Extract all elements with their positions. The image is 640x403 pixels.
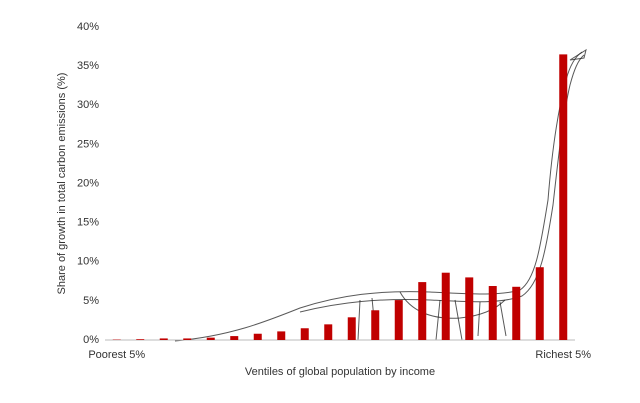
y-tick-label: 30% <box>77 99 99 111</box>
y-tick-label: 5% <box>83 295 99 307</box>
bar <box>300 328 309 340</box>
bar <box>253 333 262 340</box>
bar <box>230 336 239 340</box>
bar <box>512 286 521 340</box>
bar <box>136 339 145 340</box>
bar <box>394 300 403 340</box>
x-tick-label: Poorest 5% <box>88 349 145 361</box>
bar <box>183 338 192 340</box>
y-tick-label: 0% <box>83 334 99 346</box>
bar <box>465 277 474 340</box>
y-tick-label: 10% <box>77 256 99 268</box>
bar <box>324 324 333 340</box>
bar <box>159 338 168 340</box>
y-axis-title: Share of growth in total carbon emission… <box>56 73 68 295</box>
y-tick-label: 15% <box>77 217 99 229</box>
x-tick-label: Richest 5% <box>535 349 591 361</box>
y-tick-label: 35% <box>77 60 99 72</box>
bar <box>488 286 497 340</box>
y-tick-label: 40% <box>77 21 99 33</box>
bar <box>206 337 215 340</box>
y-tick-label: 20% <box>77 177 99 189</box>
bar <box>371 310 380 340</box>
bar <box>559 54 568 340</box>
y-tick-label: 25% <box>77 138 99 150</box>
bar <box>535 267 544 340</box>
bar <box>277 331 286 340</box>
bar <box>418 282 427 340</box>
bar <box>347 317 356 340</box>
x-axis-title: Ventiles of global population by income <box>245 366 435 378</box>
bar <box>441 272 450 340</box>
dinosaur-skeleton-illustration <box>174 48 587 342</box>
